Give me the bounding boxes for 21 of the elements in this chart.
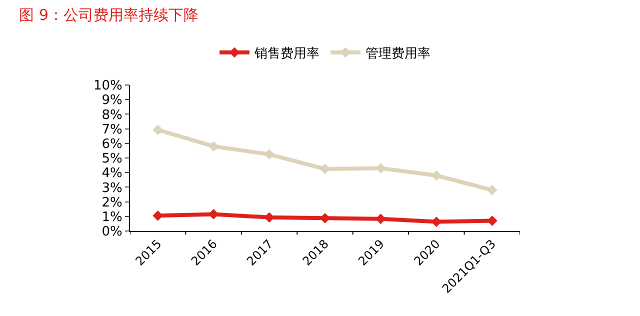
legend-label: 管理费用率 bbox=[366, 46, 430, 62]
point bbox=[264, 212, 274, 223]
y-tick-label: 5% bbox=[102, 152, 122, 167]
point bbox=[486, 184, 498, 196]
y-tick-label: 6% bbox=[102, 136, 122, 152]
point bbox=[431, 170, 442, 181]
y-tick-label: 7% bbox=[102, 122, 122, 138]
y-tick-label: 8% bbox=[102, 108, 122, 123]
y-tick-label: 0% bbox=[102, 224, 122, 240]
legend-label: 销售费用率 bbox=[254, 46, 320, 62]
point bbox=[376, 214, 386, 224]
point bbox=[264, 149, 274, 160]
y-tick-label: 10% bbox=[93, 78, 122, 94]
y-tick-label: 2% bbox=[102, 195, 122, 210]
y-tick-label: 3% bbox=[102, 180, 122, 196]
y-tick-label: 1% bbox=[102, 210, 122, 225]
chart-title: 图 9：公司费用率持续下降 bbox=[19, 6, 199, 24]
point bbox=[152, 124, 164, 136]
point bbox=[208, 141, 219, 152]
y-tick-label: 4% bbox=[102, 166, 122, 182]
y-tick-label: 9% bbox=[102, 93, 122, 108]
